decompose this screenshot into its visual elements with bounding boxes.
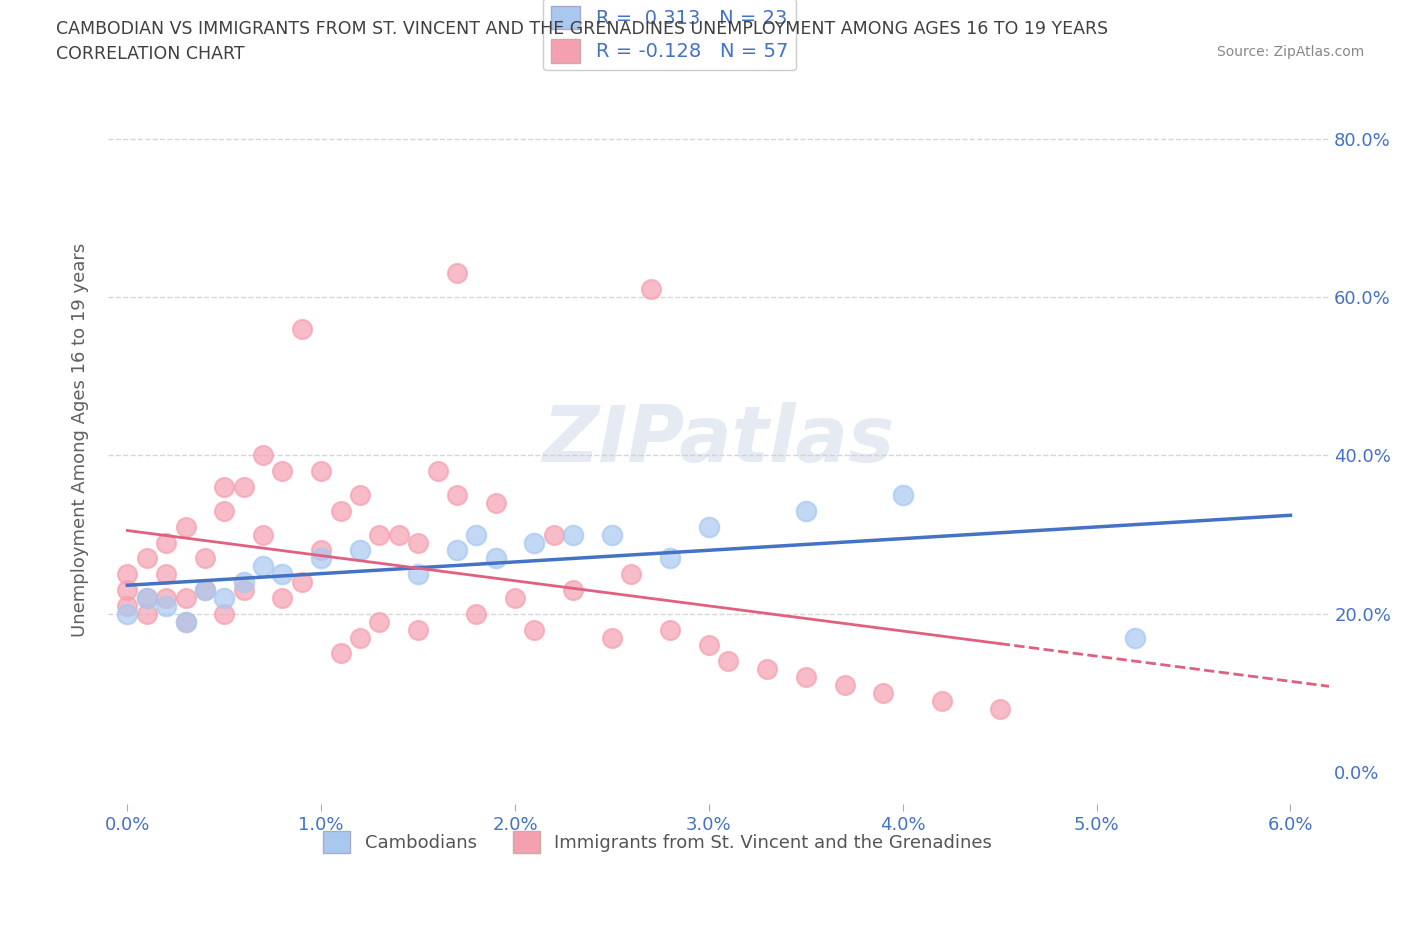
Point xyxy=(155,598,177,613)
Text: CAMBODIAN VS IMMIGRANTS FROM ST. VINCENT AND THE GRENADINES UNEMPLOYMENT AMONG A: CAMBODIAN VS IMMIGRANTS FROM ST. VINCENT… xyxy=(56,20,1108,38)
Point xyxy=(988,701,1011,716)
Point xyxy=(117,598,139,613)
Point xyxy=(465,527,488,542)
Point xyxy=(232,582,254,597)
Point xyxy=(426,464,449,479)
Point xyxy=(756,662,779,677)
Point xyxy=(135,591,157,605)
Point xyxy=(174,591,197,605)
Point xyxy=(155,566,177,581)
Point xyxy=(174,614,197,629)
Point xyxy=(117,606,139,621)
Point xyxy=(271,464,294,479)
Point xyxy=(271,566,294,581)
Point xyxy=(406,535,429,550)
Text: Source: ZipAtlas.com: Source: ZipAtlas.com xyxy=(1216,45,1364,59)
Point xyxy=(465,606,488,621)
Point xyxy=(620,566,643,581)
Point xyxy=(252,448,274,463)
Point xyxy=(135,591,157,605)
Point xyxy=(309,551,332,565)
Point xyxy=(388,527,411,542)
Point xyxy=(174,519,197,534)
Point xyxy=(252,559,274,574)
Point xyxy=(368,527,391,542)
Text: ZIPatlas: ZIPatlas xyxy=(543,402,894,478)
Y-axis label: Unemployment Among Ages 16 to 19 years: Unemployment Among Ages 16 to 19 years xyxy=(72,243,89,637)
Point xyxy=(640,282,662,297)
Point xyxy=(523,622,546,637)
Point xyxy=(446,543,468,558)
Point xyxy=(523,535,546,550)
Point xyxy=(271,591,294,605)
Point xyxy=(659,551,682,565)
Point xyxy=(543,527,565,542)
Point xyxy=(194,582,217,597)
Point xyxy=(309,464,332,479)
Point xyxy=(406,566,429,581)
Point xyxy=(194,582,217,597)
Point xyxy=(931,694,953,709)
Point xyxy=(135,551,157,565)
Point xyxy=(155,535,177,550)
Text: CORRELATION CHART: CORRELATION CHART xyxy=(56,45,245,62)
Legend: Cambodians, Immigrants from St. Vincent and the Grenadines: Cambodians, Immigrants from St. Vincent … xyxy=(316,824,1000,860)
Point xyxy=(600,527,623,542)
Point xyxy=(485,496,508,511)
Point xyxy=(232,480,254,495)
Point xyxy=(446,266,468,281)
Point xyxy=(174,614,197,629)
Point xyxy=(794,503,817,518)
Point xyxy=(117,582,139,597)
Point xyxy=(232,575,254,590)
Point xyxy=(600,631,623,645)
Point xyxy=(562,582,585,597)
Point xyxy=(368,614,391,629)
Point xyxy=(834,678,856,693)
Point xyxy=(562,527,585,542)
Point xyxy=(214,606,236,621)
Point xyxy=(717,654,740,669)
Point xyxy=(214,503,236,518)
Point xyxy=(291,322,314,337)
Point xyxy=(214,480,236,495)
Point xyxy=(349,631,371,645)
Point xyxy=(485,551,508,565)
Point xyxy=(117,566,139,581)
Point xyxy=(697,638,720,653)
Point xyxy=(697,519,720,534)
Point xyxy=(446,487,468,502)
Point xyxy=(872,685,894,700)
Point xyxy=(503,591,526,605)
Point xyxy=(329,646,352,661)
Point xyxy=(135,606,157,621)
Point xyxy=(291,575,314,590)
Point xyxy=(891,487,914,502)
Point xyxy=(406,622,429,637)
Point xyxy=(1125,631,1147,645)
Point xyxy=(194,551,217,565)
Point xyxy=(329,503,352,518)
Point xyxy=(659,622,682,637)
Point xyxy=(794,670,817,684)
Point xyxy=(349,543,371,558)
Point xyxy=(252,527,274,542)
Point xyxy=(309,543,332,558)
Point xyxy=(349,487,371,502)
Point xyxy=(155,591,177,605)
Point xyxy=(214,591,236,605)
